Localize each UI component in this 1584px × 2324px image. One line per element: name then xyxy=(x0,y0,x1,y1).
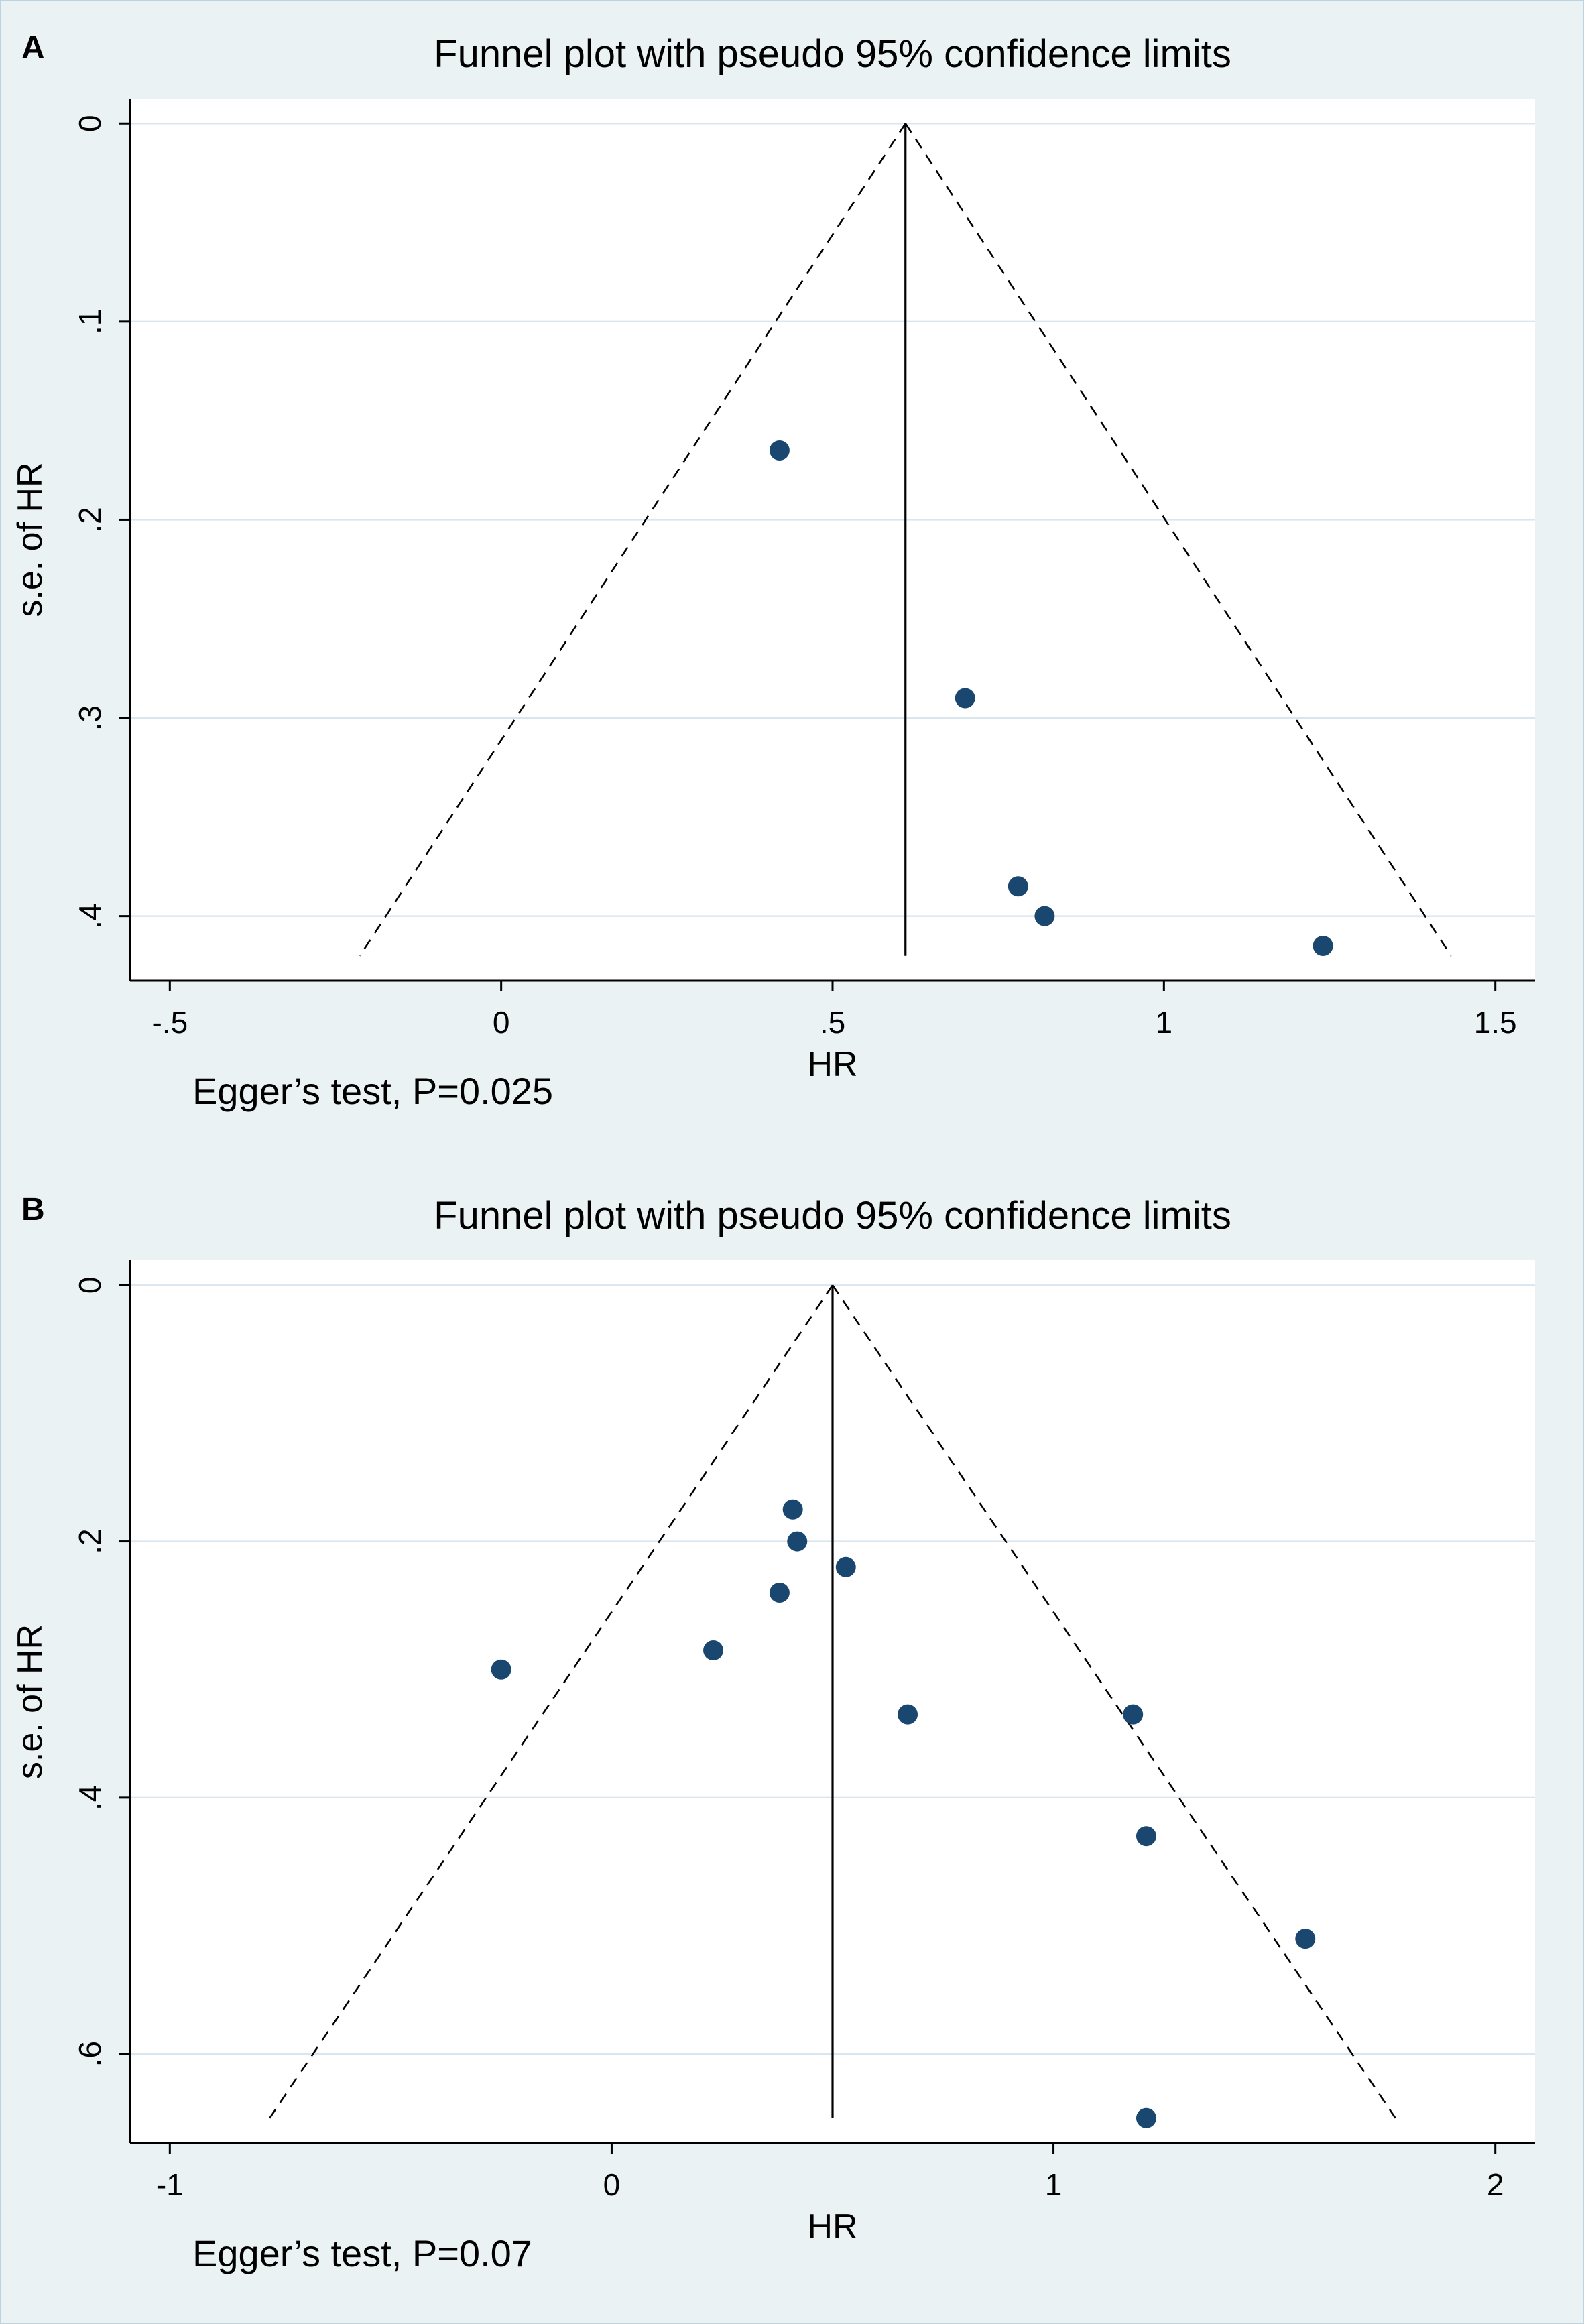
y-tick-label: .1 xyxy=(72,309,107,334)
egger-test-annotation: Egger’s test, P=0.025 xyxy=(192,1070,553,1112)
data-point xyxy=(1136,2107,1156,2128)
data-point xyxy=(491,1659,511,1680)
y-tick-label: .4 xyxy=(72,1785,107,1811)
y-tick-label: .4 xyxy=(72,903,107,928)
funnel-limit-left xyxy=(359,123,906,957)
data-point xyxy=(787,1531,808,1552)
data-point xyxy=(769,440,790,461)
y-tick-label: .2 xyxy=(72,1528,107,1554)
funnel-plot-chart-b: -1 0 1 2 0 .2 .4 .6 Funnel plot with pseudo 95% … xyxy=(11,1194,1535,2274)
data-point xyxy=(769,1583,790,1603)
panel-b-letter: B xyxy=(21,1192,45,1227)
x-axis-label: HR xyxy=(807,1045,857,1084)
x-tick-label: -1 xyxy=(156,2167,184,2202)
x-tick-label: 0 xyxy=(493,1005,510,1040)
x-tick-label: 1 xyxy=(1045,2167,1062,2202)
data-point xyxy=(1313,935,1333,956)
data-point xyxy=(1295,1929,1316,1949)
data-point xyxy=(1123,1704,1144,1725)
funnel-plot-chart-a: -.5 0 .5 1 1.5 0 .1 .2 .3 .4 Funnel plot with pseu… xyxy=(11,32,1535,1112)
y-tick-label: 0 xyxy=(72,115,107,132)
chart-title: Funnel plot with pseudo 95% confidence l… xyxy=(434,32,1231,76)
x-tick-label: 1 xyxy=(1156,1005,1173,1040)
data-point xyxy=(703,1640,724,1661)
x-tick-label: 1.5 xyxy=(1474,1005,1517,1040)
data-point xyxy=(1034,906,1055,926)
y-tick-label: .2 xyxy=(72,507,107,532)
chart-title: Funnel plot with pseudo 95% confidence l… xyxy=(434,1194,1231,1237)
data-point xyxy=(898,1704,918,1725)
y-axis-label: s.e. of HR xyxy=(11,1624,50,1779)
panel-b: -1 0 1 2 0 .2 .4 .6 Funnel plot with pseudo 95% … xyxy=(1,1163,1583,2323)
data-point xyxy=(1008,876,1028,897)
funnel-limit-right xyxy=(904,123,1452,957)
data-point xyxy=(782,1499,803,1520)
y-tick-label: .3 xyxy=(72,705,107,731)
x-tick-label: -.5 xyxy=(151,1005,188,1040)
x-tick-label: 0 xyxy=(603,2167,621,2202)
y-axis-label: s.e. of HR xyxy=(11,462,50,617)
egger-test-annotation: Egger’s test, P=0.07 xyxy=(192,2232,532,2274)
panel-a: -.5 0 .5 1 1.5 0 .1 .2 .3 .4 Funnel plot with pseu… xyxy=(1,1,1583,1163)
y-tick-label: 0 xyxy=(72,1276,107,1294)
y-tick-label: .6 xyxy=(72,2041,107,2067)
data-point xyxy=(1136,1826,1156,1847)
data-point xyxy=(835,1556,856,1577)
x-tick-label: 2 xyxy=(1487,2167,1504,2202)
x-tick-label: .5 xyxy=(820,1005,845,1040)
data-point xyxy=(955,688,975,709)
plot-area xyxy=(130,99,1535,981)
panel-a-letter: A xyxy=(21,30,45,66)
x-axis-label: HR xyxy=(807,2207,857,2246)
